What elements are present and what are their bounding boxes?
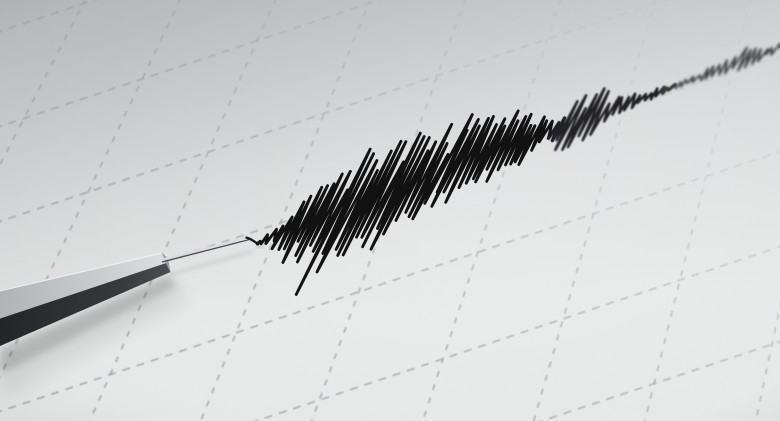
seismograph-photo (0, 0, 780, 421)
seismograph-render (0, 0, 780, 421)
paper-grain (0, 0, 780, 421)
